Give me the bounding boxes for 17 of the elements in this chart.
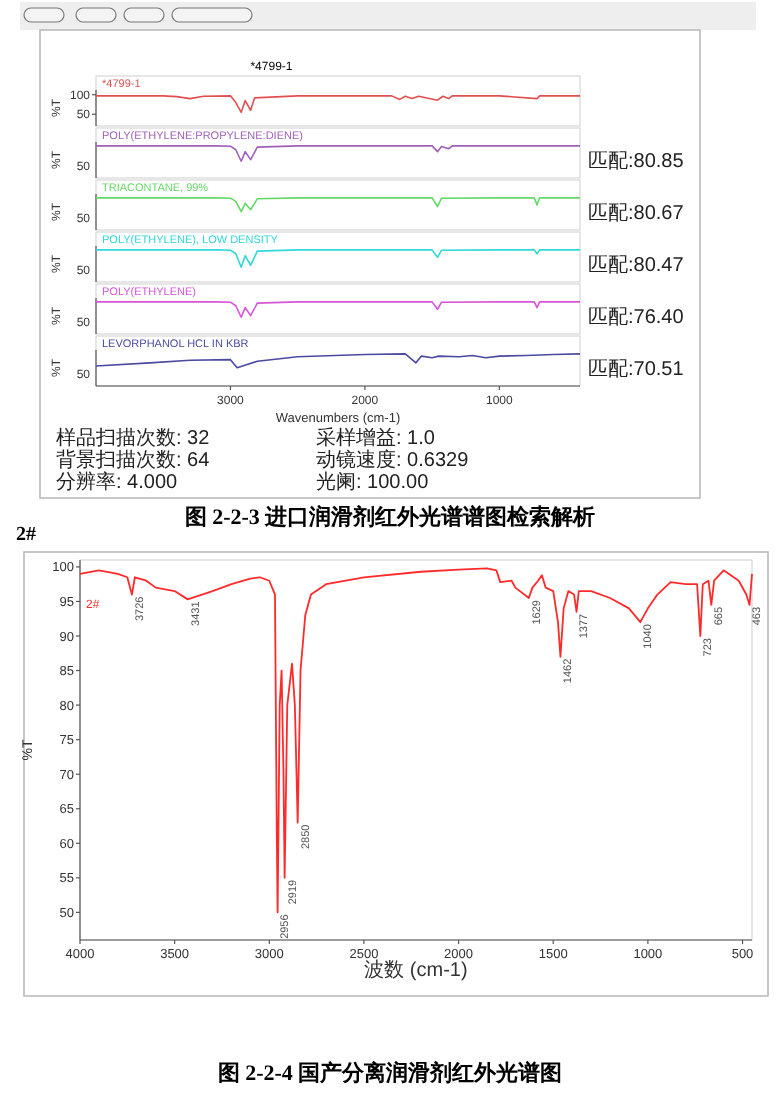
- text: 分辨率: 4.000: [56, 470, 179, 494]
- text: 匹配:80.67: [588, 203, 685, 225]
- text: 匹配:76.40: [588, 307, 685, 329]
- x-axis-title: 波数 (cm-1): [364, 958, 468, 982]
- text: 匹配:80.47: [588, 255, 685, 277]
- text: 样品扫描次数: 32: [56, 426, 211, 450]
- text: 匹配:80.85: [588, 151, 685, 173]
- line-series: [79, 567, 753, 914]
- text: 匹配:70.51: [588, 359, 685, 381]
- text: 背景扫描次数: 64: [56, 448, 211, 472]
- text: 采样增益: 1.0: [316, 426, 436, 450]
- caption: 图 2-2-4 国产分离润滑剂红外光谱图: [217, 1060, 563, 1086]
- text: 动镜速度: 0.6329: [316, 448, 470, 472]
- line-series: [95, 95, 581, 114]
- chart-title: 2#: [16, 524, 36, 546]
- text: 光阑: 100.00: [316, 470, 430, 494]
- caption: 图 2-2-3 进口润滑剂红外光谱谱图检索解析: [184, 504, 596, 530]
